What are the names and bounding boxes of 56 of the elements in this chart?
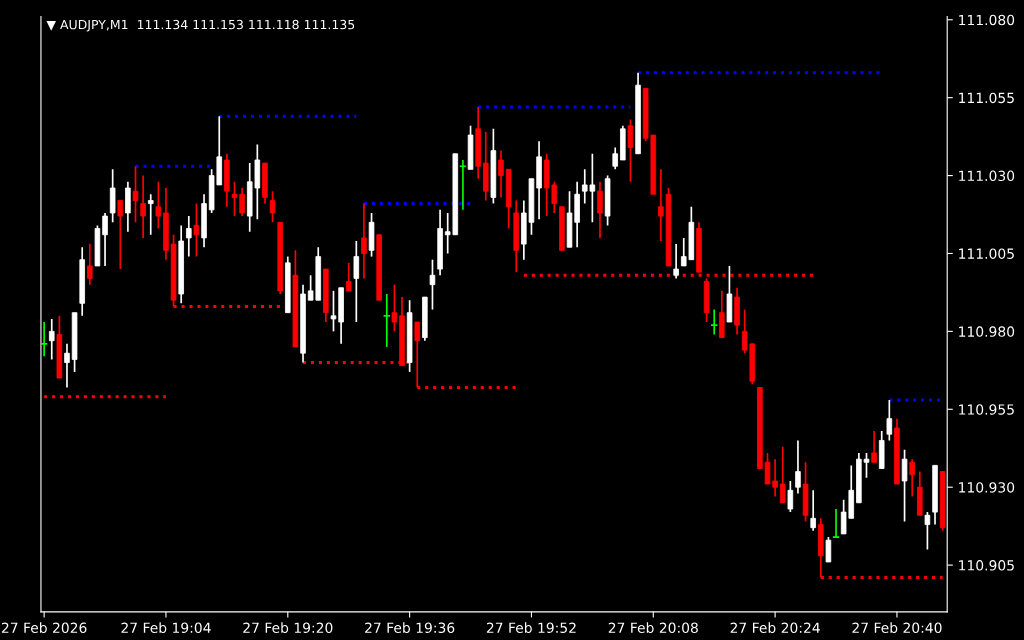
y-tick-label: 110.980 bbox=[959, 326, 1015, 337]
candlestick bbox=[832, 508, 840, 538]
candlestick bbox=[391, 283, 398, 333]
candlestick bbox=[383, 293, 390, 348]
candlestick bbox=[330, 290, 337, 333]
candlestick bbox=[193, 202, 200, 258]
candlestick bbox=[909, 458, 915, 498]
candlestick bbox=[795, 439, 801, 495]
candlestick bbox=[186, 215, 192, 258]
candlestick bbox=[87, 243, 93, 286]
candlestick bbox=[64, 343, 70, 389]
candlestick bbox=[353, 240, 360, 323]
x-tick-label: 27 Feb 2026 bbox=[1, 622, 87, 634]
y-tick-label: 111.030 bbox=[959, 170, 1015, 182]
y-tick-label: 110.905 bbox=[959, 560, 1014, 571]
y-tick-label: 111.080 bbox=[959, 14, 1015, 26]
candlestick bbox=[132, 165, 139, 224]
candlestick bbox=[102, 212, 108, 267]
candlestick bbox=[825, 536, 832, 563]
x-tick-label: 27 Feb 20:40 bbox=[852, 622, 942, 634]
x-tick-label: 27 Feb 19:36 bbox=[365, 622, 455, 634]
y-tick-label: 111.005 bbox=[959, 248, 1014, 259]
candlestick bbox=[269, 190, 276, 224]
candlestick bbox=[361, 202, 367, 280]
candlestick bbox=[155, 180, 162, 230]
candlestick bbox=[871, 430, 877, 464]
candlestick bbox=[48, 318, 55, 361]
x-tick-label: 27 Feb 19:04 bbox=[121, 622, 211, 634]
candlestick bbox=[140, 174, 146, 239]
candlestick bbox=[924, 511, 931, 551]
candlestick bbox=[147, 193, 154, 236]
candlestick bbox=[810, 489, 816, 532]
candlestick bbox=[40, 321, 48, 358]
chart-title: ▼ AUDJPY,M1 111.134 111.153 111.118 111.135 bbox=[46, 19, 355, 32]
candlestick bbox=[612, 146, 618, 171]
x-tick-label: 27 Feb 20:08 bbox=[608, 622, 698, 634]
y-tick-label: 110.955 bbox=[959, 404, 1014, 415]
candlestick bbox=[673, 243, 679, 280]
x-tick-label: 27 Feb 19:52 bbox=[486, 622, 576, 634]
candlestick bbox=[711, 308, 718, 336]
candlestick bbox=[459, 159, 467, 211]
candlestick bbox=[597, 180, 603, 239]
candlestick bbox=[886, 399, 893, 442]
candlestick bbox=[498, 149, 504, 199]
candlestick bbox=[117, 199, 124, 270]
candlestick bbox=[627, 118, 634, 183]
candlestick bbox=[429, 258, 436, 311]
candlestick bbox=[779, 445, 786, 504]
y-tick-label: 111.055 bbox=[959, 92, 1014, 104]
y-tick-label: 110.930 bbox=[959, 482, 1015, 493]
x-tick-label: 27 Feb 19:20 bbox=[243, 622, 333, 634]
candlestick bbox=[658, 168, 664, 242]
x-tick-label: 27 Feb 20:24 bbox=[730, 622, 820, 634]
candlestick bbox=[345, 261, 352, 292]
candlestick bbox=[787, 480, 794, 513]
candlestick bbox=[901, 448, 908, 523]
